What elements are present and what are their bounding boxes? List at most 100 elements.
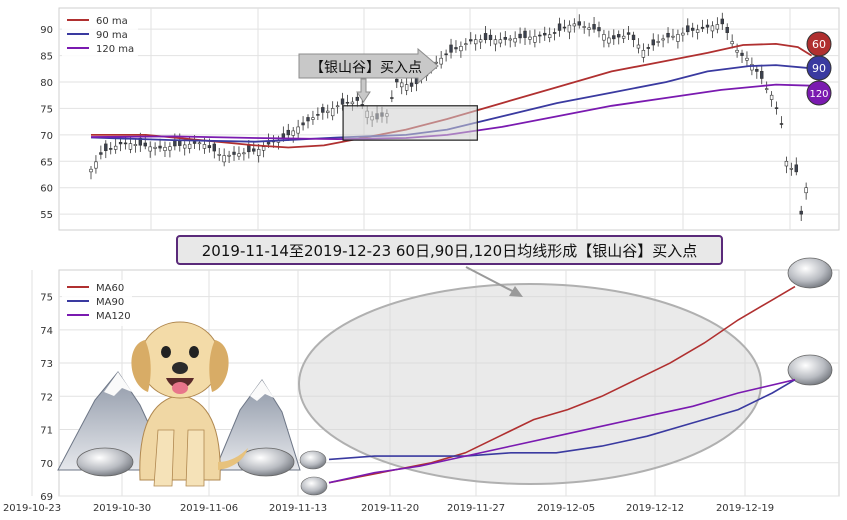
annotation-arrow-shape (298, 47, 439, 85)
candle-body (242, 152, 246, 155)
ma120-badge-label: 120 (809, 89, 828, 100)
candle-body (469, 39, 473, 42)
candle-body (764, 88, 769, 90)
candle-body (173, 140, 177, 147)
bottom-xtick-label-8: 2019-12-19 (716, 503, 774, 514)
candle-body (459, 46, 463, 52)
candle-body (345, 101, 350, 104)
candle-body (326, 110, 330, 113)
top-ytick-label-1: 60 (40, 184, 53, 195)
candle-body (538, 34, 542, 37)
candle-body (355, 96, 360, 101)
candle-body (547, 34, 552, 38)
candle-body (252, 148, 256, 152)
candle-body (735, 49, 739, 53)
ma120-badge-circle (806, 80, 832, 106)
top-line-ma90 (90, 64, 812, 143)
ingot-right-large (237, 447, 295, 477)
candle-body (592, 24, 596, 30)
top-ytick-label-6: 85 (40, 52, 53, 63)
candle-body (676, 34, 680, 42)
candle-body (197, 142, 202, 145)
bottom-line-ma120 (328, 378, 796, 484)
candle-body (296, 126, 300, 134)
candle-body (700, 26, 705, 29)
candle-body (390, 97, 394, 99)
candle-body (691, 27, 695, 31)
candle-body (94, 161, 98, 169)
candle-body (113, 145, 118, 150)
legend-label-ma120: MA120 (96, 311, 131, 322)
candle-body (725, 27, 729, 33)
candle-body (473, 39, 478, 45)
ingot-top-right (787, 257, 833, 289)
candle-body (730, 41, 734, 45)
candle-body (449, 44, 453, 53)
annotation-callout: 【银山谷】买入点 (298, 47, 439, 103)
title-banner: 2019-11-14至2019-12-23 60日,90日,120日均线形成【银… (176, 235, 723, 265)
candle-body (89, 168, 93, 173)
candle-body (168, 146, 172, 151)
candle-body (409, 82, 414, 87)
candle-body (789, 168, 794, 170)
pointer-line (465, 266, 519, 295)
top-y-ticks: 55 60 65 70 75 80 85 90 (40, 25, 53, 221)
dog-ear-right (209, 340, 229, 392)
candle-body (617, 34, 621, 38)
bottom-ytick-label-2: 71 (40, 426, 53, 437)
candle-body (153, 146, 157, 149)
candle-body (340, 98, 345, 105)
candle-body (192, 141, 197, 144)
candle-body (799, 210, 803, 215)
bottom-line-ma90 (328, 379, 796, 461)
candle-body (483, 33, 488, 41)
top-ytick-label-2: 65 (40, 157, 53, 168)
silver-ingots (76, 257, 833, 496)
bottom-xtick-label-0: 2019-10-23 (3, 503, 61, 514)
candle-body (335, 105, 340, 108)
ingot-mid-right (787, 354, 833, 386)
candle-body (528, 36, 532, 40)
dog-ear-left (131, 340, 151, 392)
candle-body (158, 145, 162, 149)
bottom-xtick-label-6: 2019-12-05 (537, 503, 595, 514)
candle-body (720, 18, 724, 25)
candle-body (794, 164, 798, 173)
title-pointer-arrow (465, 266, 523, 297)
candle-body (454, 47, 458, 50)
candle-body (291, 130, 295, 136)
ingot-small-1 (299, 450, 327, 470)
candle-body (750, 64, 754, 71)
candle-body (567, 24, 572, 33)
candle-body (395, 78, 399, 83)
candle-body (508, 38, 512, 41)
candle-body (281, 133, 286, 138)
candle-body (607, 37, 611, 44)
candle-body (493, 39, 498, 45)
annotation-text: 【银山谷】买入点 (310, 60, 422, 76)
legend-label-ma60: MA60 (96, 283, 124, 294)
candle-body (321, 107, 325, 113)
candle-body (183, 144, 187, 149)
candle-body (301, 122, 305, 126)
candle-body (686, 25, 690, 33)
ma90-badge-circle (806, 55, 832, 81)
legend-label-ma90: MA90 (96, 297, 124, 308)
candle-body (646, 47, 651, 49)
dog-nose (172, 362, 188, 374)
candle-body (666, 32, 670, 38)
candle-body (207, 145, 212, 149)
bottom-xtick-label-7: 2019-12-12 (626, 503, 684, 514)
candle-body (621, 35, 626, 39)
legend-label-120: 120 ma (96, 44, 134, 55)
candle-body (187, 143, 192, 149)
candle-body (557, 23, 562, 31)
candle-body (740, 52, 744, 56)
bottom-xtick-label-5: 2019-11-27 (447, 503, 505, 514)
candle-body (695, 29, 700, 33)
candle-body (523, 30, 527, 38)
bottom-y-ticks: 69 70 71 72 73 74 75 (40, 293, 53, 503)
candle-body (784, 160, 789, 167)
mountain-right-snow (250, 380, 274, 401)
